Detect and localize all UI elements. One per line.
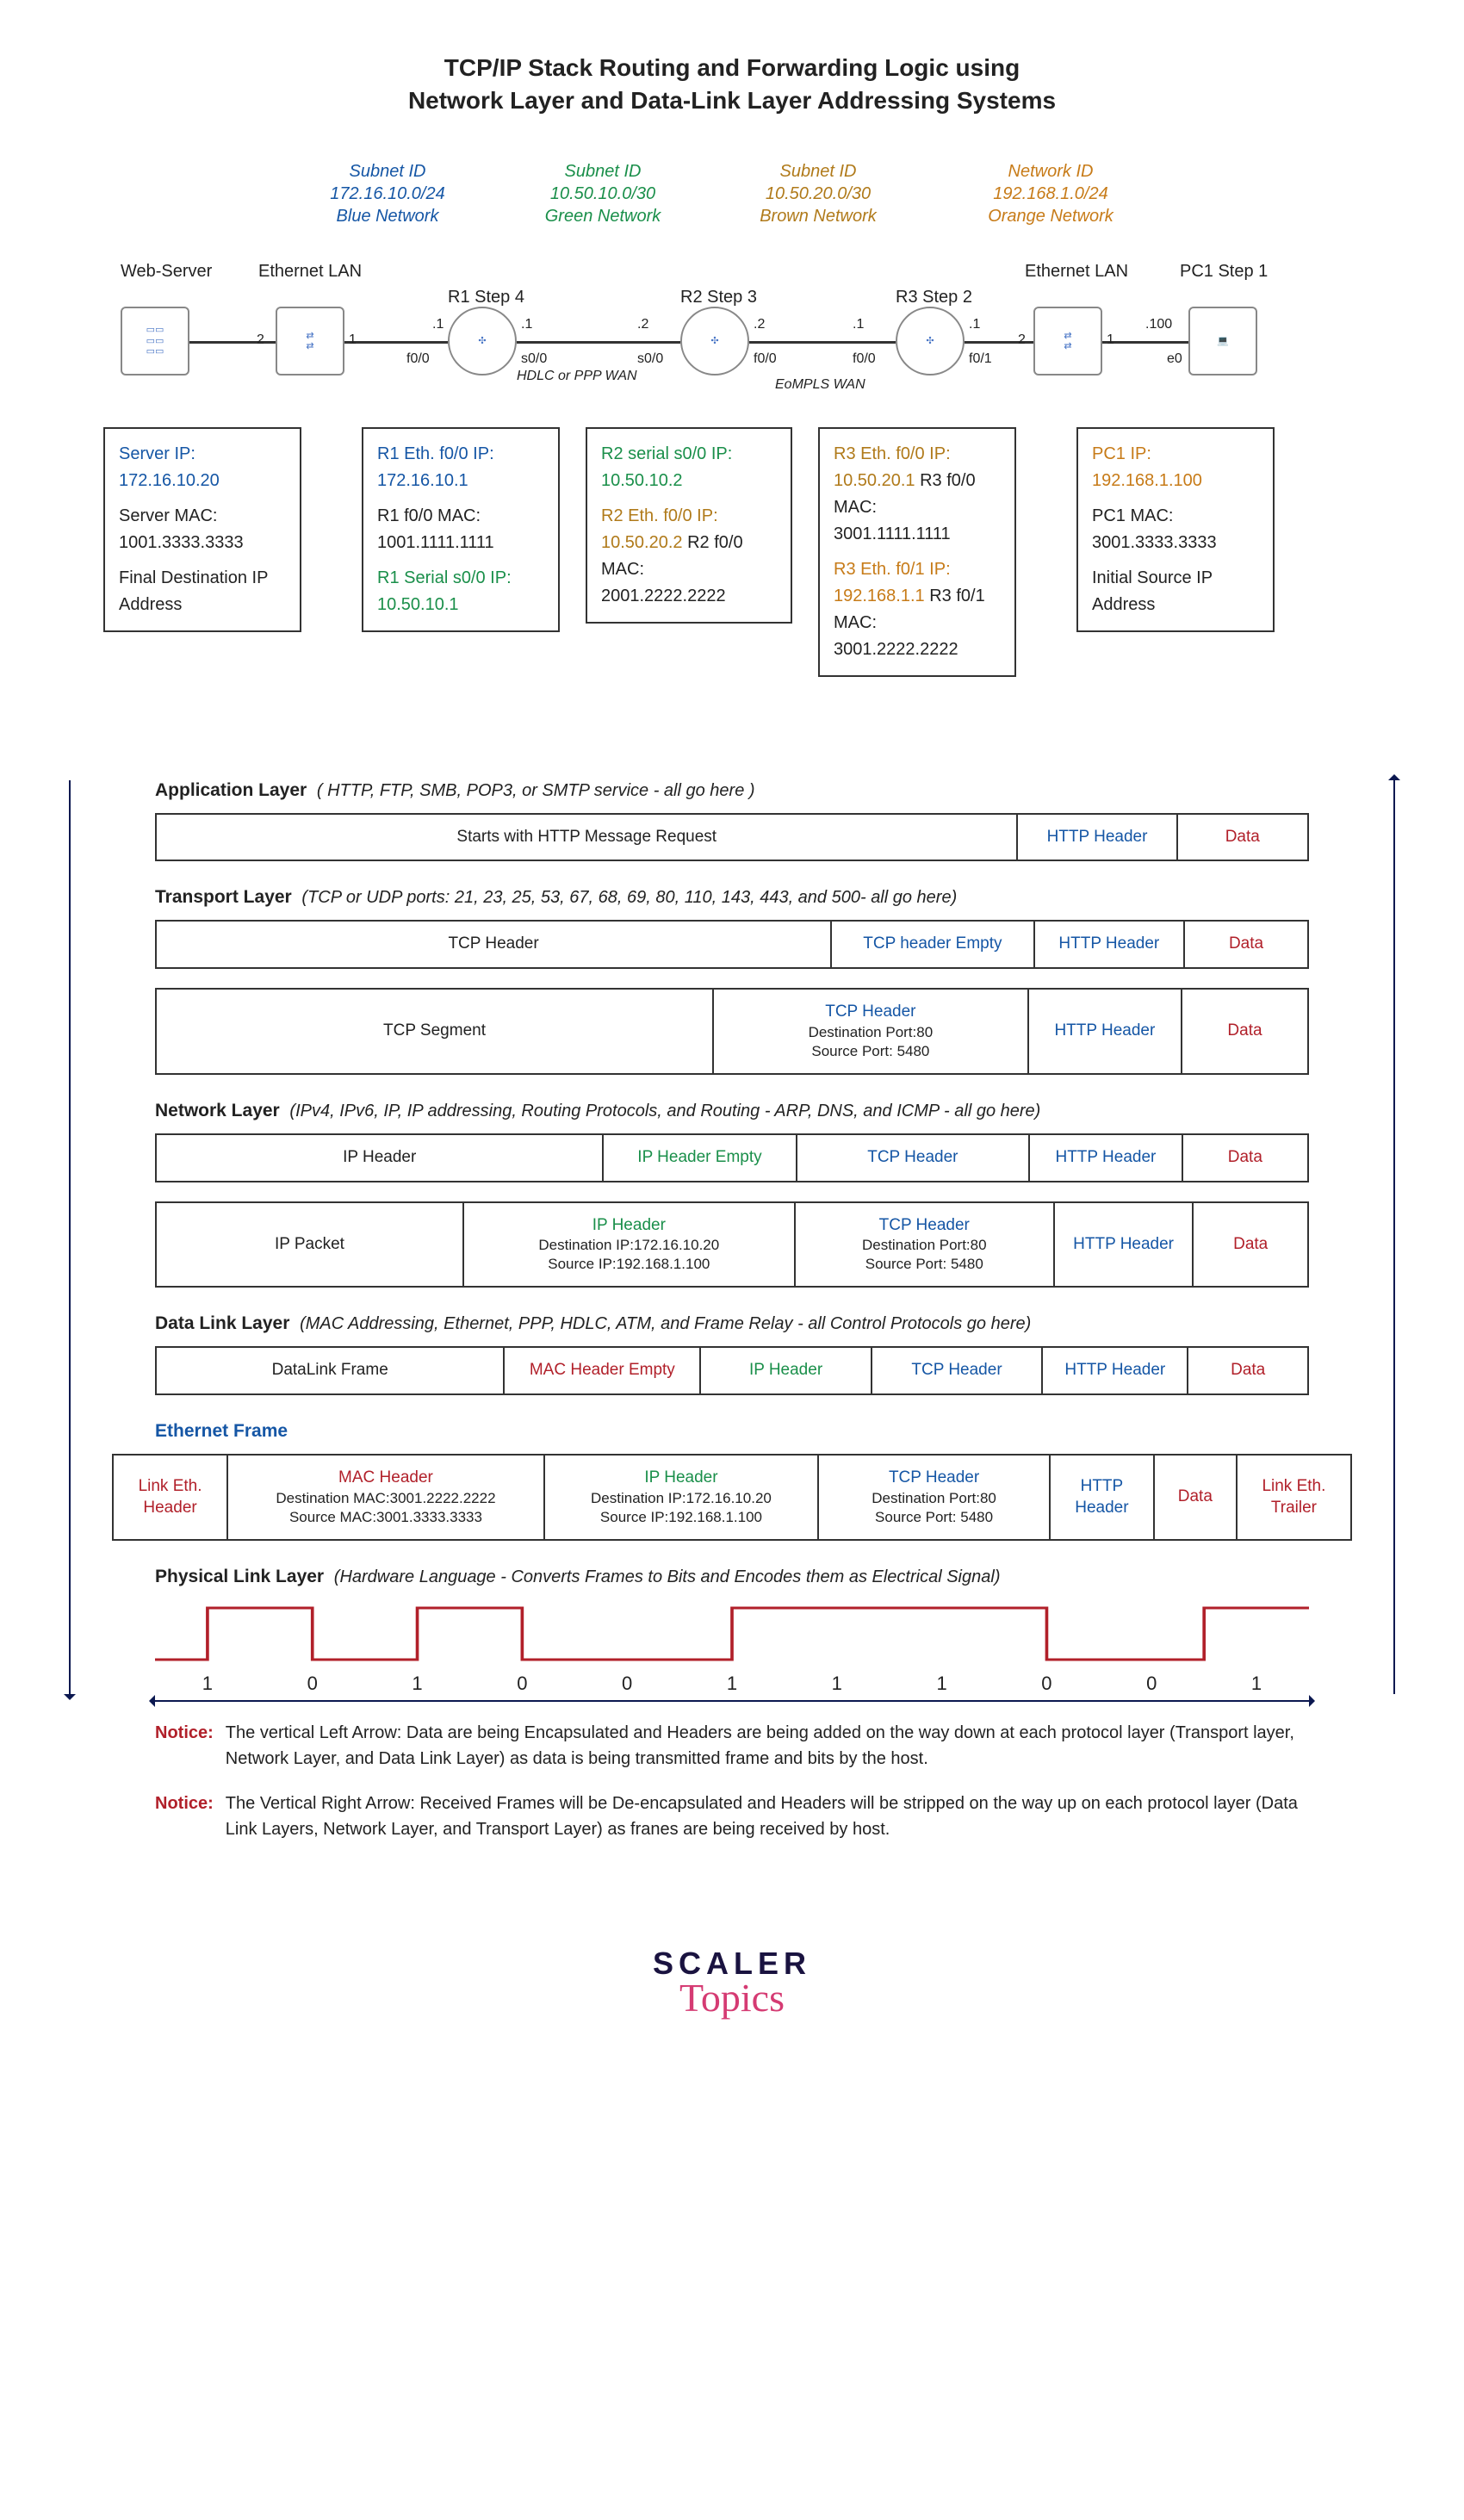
title-line-1: TCP/IP Stack Routing and Forwarding Logi… [444, 54, 1020, 81]
router-r1: ✣ [448, 307, 517, 376]
network-row-1: IP Header IP Header Empty TCP Header HTT… [155, 1133, 1309, 1182]
r3-step: R3 Step 2 [896, 288, 972, 307]
webserver-label: Web-Server [121, 262, 212, 282]
brand-footer: SCALER Topics [103, 1946, 1361, 2020]
switch-right: ⇄⇄ [1033, 307, 1102, 376]
r1-step: R1 Step 4 [448, 288, 524, 307]
app-layer-title: Application Layer ( HTTP, FTP, SMB, POP3… [155, 780, 1309, 801]
notice-1: Notice: The vertical Left Arrow: Data ar… [155, 1720, 1309, 1772]
signal-waveform: 10 10 01 11 00 1 [155, 1599, 1309, 1694]
transport-row-1: TCP Header TCP header Empty HTTP Header … [155, 920, 1309, 969]
ethernet-frame-title: Ethernet Frame [155, 1421, 1309, 1442]
eompls-label: EoMPLS WAN [775, 377, 865, 393]
pc-infobox: PC1 IP:192.168.1.100 PC1 MAC:3001.3333.3… [1076, 427, 1275, 632]
horizontal-arrow-icon [155, 1700, 1309, 1702]
pc-node: 💻 [1188, 307, 1257, 376]
title-line-2: Network Layer and Data-Link Layer Addres… [408, 87, 1056, 114]
diagram-title: TCP/IP Stack Routing and Forwarding Logi… [103, 52, 1361, 117]
r3-infobox: R3 Eth. f0/0 IP:10.50.20.1 R3 f0/0 MAC:3… [818, 427, 1016, 677]
network-layer-title: Network Layer (IPv4, IPv6, IP, IP addres… [155, 1101, 1309, 1121]
notice-2: Notice: The Vertical Right Arrow: Receiv… [155, 1791, 1309, 1842]
transport-row-2: TCP Segment TCP Header Destination Port:… [155, 988, 1309, 1075]
router-r2: ✣ [680, 307, 749, 376]
network-topology: Subnet ID172.16.10.0/24Blue Network Subn… [103, 160, 1361, 746]
brand-topics: Topics [103, 1975, 1361, 2020]
server-infobox: Server IP:172.16.10.20 Server MAC:1001.3… [103, 427, 301, 632]
ethlan-label-right: Ethernet LAN [1025, 262, 1128, 282]
r1-infobox: R1 Eth. f0/0 IP:172.16.10.1 R1 f0/0 MAC:… [362, 427, 560, 632]
switch-left: ⇄⇄ [276, 307, 344, 376]
datalink-layer-title: Data Link Layer (MAC Addressing, Etherne… [155, 1313, 1309, 1334]
pc-label: PC1 Step 1 [1180, 262, 1268, 282]
transport-layer-title: Transport Layer (TCP or UDP ports: 21, 2… [155, 887, 1309, 908]
net-orange: Network ID192.168.1.0/24Orange Network [956, 160, 1145, 227]
physical-layer-title: Physical Link Layer (Hardware Language -… [155, 1567, 1309, 1587]
net-brown: Subnet ID10.50.20.0/30Brown Network [723, 160, 913, 227]
ethlan-label-left: Ethernet LAN [258, 262, 362, 282]
hdlc-label: HDLC or PPP WAN [517, 369, 637, 384]
app-row: Starts with HTTP Message Request HTTP He… [155, 813, 1309, 862]
ethernet-frame-row: Link Eth. Header MAC Header Destination … [112, 1454, 1352, 1541]
right-arrow-icon [1393, 780, 1395, 1694]
r2-step: R2 Step 3 [680, 288, 757, 307]
r2-infobox: R2 serial s0/0 IP:10.50.10.2 R2 Eth. f0/… [586, 427, 792, 624]
router-r3: ✣ [896, 307, 965, 376]
datalink-row: DataLink Frame MAC Header Empty IP Heade… [155, 1346, 1309, 1395]
bit-labels: 10 10 01 11 00 1 [155, 1673, 1309, 1695]
server-node: ▭▭▭▭▭▭ [121, 307, 189, 376]
network-row-2: IP Packet IP Header Destination IP:172.1… [155, 1201, 1309, 1288]
net-green: Subnet ID10.50.10.0/30Green Network [508, 160, 698, 227]
net-blue: Subnet ID172.16.10.0/24Blue Network [293, 160, 482, 227]
encapsulation-layers: Application Layer ( HTTP, FTP, SMB, POP3… [103, 780, 1361, 1694]
left-arrow-icon [69, 780, 71, 1694]
